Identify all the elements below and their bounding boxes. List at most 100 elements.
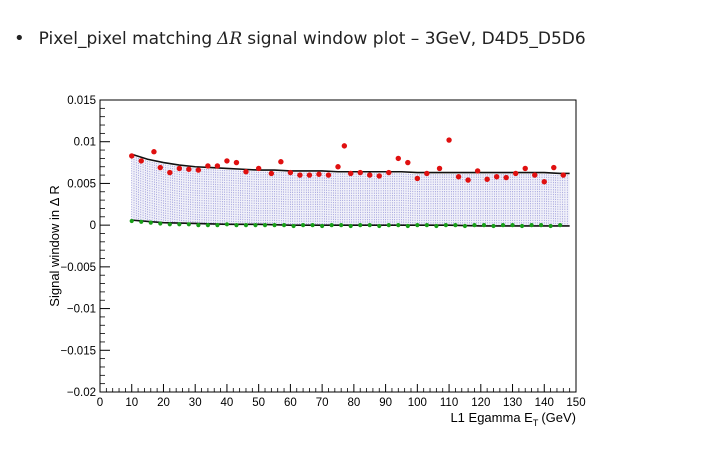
- x-tick-label: 110: [440, 397, 458, 409]
- x-tick-label: 150: [566, 397, 585, 409]
- y-tick-label: 0.005: [67, 178, 96, 190]
- lower-data-point: [205, 223, 210, 228]
- upper-data-point: [224, 158, 230, 164]
- band-fill: [131, 155, 570, 226]
- data-points: [129, 137, 567, 229]
- upper-data-point: [424, 170, 430, 177]
- upper-data-point: [297, 172, 303, 178]
- y-tick-label: 0.015: [67, 95, 96, 107]
- lower-data-point: [272, 223, 277, 228]
- lower-data-point: [139, 219, 144, 224]
- lower-data-point: [310, 223, 315, 228]
- x-tick-label: 80: [347, 397, 360, 409]
- upper-data-point: [551, 164, 557, 171]
- x-tick-label: 0: [97, 397, 103, 409]
- upper-data-point: [306, 172, 313, 178]
- upper-data-point: [357, 169, 363, 176]
- lower-data-point: [253, 223, 258, 228]
- title-part-before: Pixel_pixel matching: [38, 28, 213, 49]
- upper-data-point: [167, 169, 173, 176]
- upper-data-point: [405, 159, 411, 166]
- lower-data-point: [472, 223, 477, 228]
- axis-ticks: 0 10 20 30 40 50 60 70 80 90 100 110 120 130 140 150 0.0…: [61, 95, 586, 409]
- y-tick-label: −0.02: [67, 387, 96, 399]
- x-tick-label: 10: [125, 397, 138, 409]
- x-tick-label: 100: [408, 397, 427, 409]
- x-tick-label: 120: [471, 397, 490, 409]
- upper-data-point: [195, 167, 202, 173]
- y-axis-label: Signal window in Δ R: [47, 185, 62, 306]
- x-axis-label: L1 Egamma ET (GeV): [450, 410, 576, 428]
- y-tick-label: 0.01: [74, 137, 96, 149]
- x-tick-label: 140: [535, 397, 554, 409]
- lower-data-point: [396, 223, 401, 228]
- lower-data-point: [481, 223, 487, 228]
- bullet-glyph: •: [14, 28, 25, 49]
- plot-frame: [99, 99, 577, 393]
- title-part-after: signal window plot – 3GeV, D4D5_D5D6: [247, 28, 586, 49]
- upper-data-point: [522, 165, 528, 172]
- lower-data-point: [529, 223, 534, 228]
- x-tick-label: 70: [316, 397, 329, 409]
- upper-data-point: [325, 172, 332, 178]
- x-axis-label-main: L1 Egamma E: [450, 410, 533, 425]
- x-tick-label: 30: [189, 397, 202, 409]
- lower-data-point: [548, 223, 553, 229]
- lower-data-point: [358, 223, 363, 228]
- lower-data-point: [462, 223, 468, 229]
- signal-window-band: [131, 155, 570, 226]
- upper-data-point: [395, 155, 401, 162]
- lower-data-point: [348, 223, 353, 229]
- upper-data-point: [532, 172, 538, 178]
- upper-data-point: [367, 172, 373, 178]
- x-tick-label: 40: [221, 397, 234, 409]
- upper-data-point: [157, 164, 163, 171]
- upper-data-point: [129, 153, 135, 159]
- upper-data-point: [335, 164, 341, 170]
- lower-data-point: [500, 223, 506, 228]
- upper-data-point: [465, 177, 471, 183]
- y-tick-label: −0.01: [67, 304, 96, 316]
- lower-data-point: [300, 223, 306, 228]
- lower-data-point: [291, 223, 296, 229]
- upper-data-point: [347, 170, 354, 177]
- lower-data-point: [129, 218, 134, 224]
- lower-data-point: [434, 223, 439, 229]
- upper-data-point: [316, 171, 322, 177]
- lower-data-point: [386, 223, 391, 228]
- upper-data-point: [186, 166, 192, 172]
- lower-data-point: [453, 223, 458, 228]
- y-tick-label: −0.005: [61, 262, 97, 274]
- upper-data-point: [560, 172, 567, 178]
- upper-data-point: [243, 169, 249, 175]
- upper-data-point: [414, 175, 421, 182]
- upper-data-point: [503, 174, 509, 181]
- upper-data-point: [341, 143, 348, 149]
- upper-data-point: [436, 165, 443, 172]
- lower-data-point: [339, 223, 344, 228]
- upper-data-point: [176, 165, 183, 172]
- lower-data-point: [196, 223, 201, 228]
- lower-data-point: [167, 222, 172, 227]
- lower-data-point: [234, 223, 239, 228]
- upper-data-point: [386, 169, 392, 176]
- lower-data-point: [558, 223, 563, 228]
- lower-data-point: [424, 223, 429, 228]
- upper-data-point: [513, 170, 519, 177]
- lower-data-point: [158, 221, 163, 226]
- x-tick-label: 50: [252, 397, 265, 409]
- upper-data-point: [376, 173, 382, 179]
- upper-data-point: [205, 163, 211, 169]
- lower-data-point: [519, 223, 525, 229]
- lower-data-point: [510, 223, 515, 228]
- x-tick-label: 60: [284, 397, 297, 409]
- lower-data-point: [491, 223, 496, 229]
- upper-data-point: [233, 159, 240, 166]
- lower-data-point: [443, 223, 448, 228]
- upper-data-point: [268, 170, 275, 177]
- lower-data-point: [377, 223, 382, 229]
- lower-data-point: [177, 222, 182, 227]
- x-tick-label: 130: [503, 397, 522, 409]
- x-axis-label-subscript: T: [533, 418, 539, 428]
